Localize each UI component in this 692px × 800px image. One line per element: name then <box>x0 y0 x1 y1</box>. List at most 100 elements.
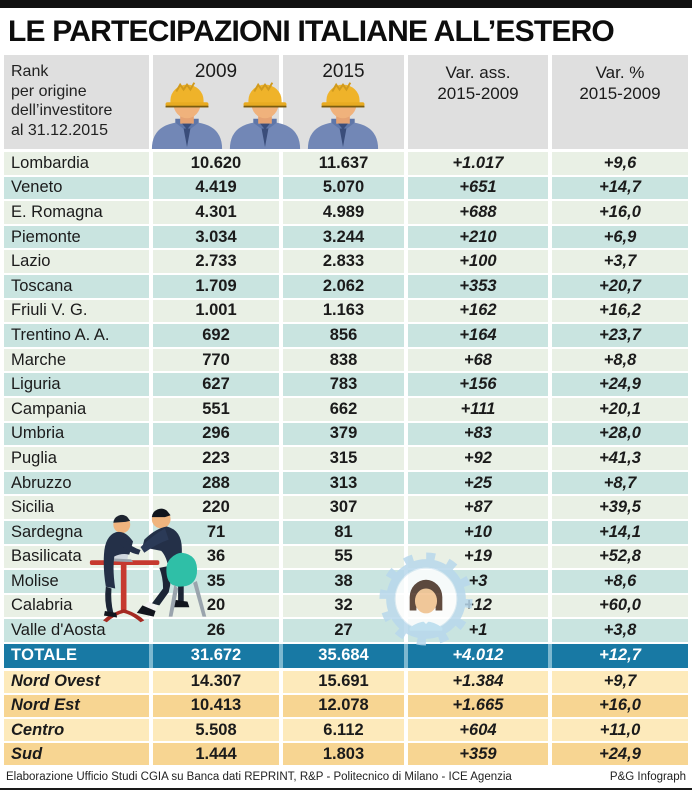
table-row: Piemonte 3.034 3.244 +210 +6,9 <box>4 225 688 249</box>
table-row: Sardegna 71 81 +10 +14,1 <box>4 520 688 544</box>
var-ass: +10 <box>408 520 548 544</box>
macro-row: Centro 5.508 6.112 +604 +11,0 <box>4 719 688 742</box>
table-row: Lazio 2.733 2.833 +100 +3,7 <box>4 250 688 273</box>
table-row: Campania 551 662 +111 +20,1 <box>4 397 688 421</box>
value-2009: 692 <box>153 324 279 347</box>
rank-line: dell’investitore <box>11 102 113 120</box>
var-pct: +16,0 <box>552 201 688 224</box>
source-text: Elaborazione Ufficio Studi CGIA su Banca… <box>6 771 512 784</box>
value-2015: 379 <box>283 422 404 446</box>
table-row: Abruzzo 288 313 +25 +8,7 <box>4 471 688 495</box>
var-ass: +100 <box>408 250 548 273</box>
worker-woman-gear-illustration <box>379 552 473 646</box>
value-2009: 4.419 <box>153 176 279 200</box>
var-ass: +210 <box>408 225 548 249</box>
var-pct: +24,9 <box>552 373 688 396</box>
var-pct: +8,8 <box>552 348 688 372</box>
rank-line: al 31.12.2015 <box>11 121 108 139</box>
value-2015: 55 <box>283 545 404 569</box>
value-2015: 3.244 <box>283 225 404 249</box>
region-name: Umbria <box>4 422 149 446</box>
var-ass: +19 <box>408 545 548 569</box>
var-ass: +156 <box>408 373 548 396</box>
macro-row: Nord Est 10.413 12.078 +1.665 +16,0 <box>4 695 688 717</box>
region-name: Abruzzo <box>4 471 149 495</box>
value-2015: 313 <box>283 471 404 495</box>
rank-header-cell: Rank per origine dell’investitore al 31.… <box>4 55 149 149</box>
value-2009: 10.413 <box>153 695 279 717</box>
value-2009: 220 <box>153 496 279 519</box>
bottom-rule <box>0 788 692 791</box>
var-ass: +162 <box>408 299 548 323</box>
table-row: Trentino A. A. 692 856 +164 +23,7 <box>4 324 688 347</box>
var-ass: +688 <box>408 201 548 224</box>
region-name: Nord Est <box>4 695 149 717</box>
rank-line: Rank <box>11 63 49 80</box>
value-2009: 770 <box>153 348 279 372</box>
value-2015: 2.833 <box>283 250 404 273</box>
region-name: Campania <box>4 397 149 421</box>
var-pct: +28,0 <box>552 422 688 446</box>
var-pct: +3,7 <box>552 250 688 273</box>
header-var-ass-cell: Var. ass. 2015-2009 <box>408 55 548 149</box>
var-ass: +359 <box>408 743 548 766</box>
top-black-bar <box>0 0 692 8</box>
var-pct: +9,6 <box>552 152 688 175</box>
value-2015: 838 <box>283 348 404 372</box>
region-name: Lazio <box>4 250 149 273</box>
region-name: Marche <box>4 348 149 372</box>
value-2015: 2.062 <box>283 274 404 298</box>
var-ass: +25 <box>408 471 548 495</box>
var-pct: +16,0 <box>552 695 688 717</box>
value-2015: 32 <box>283 594 404 618</box>
table-row: Marche 770 838 +68 +8,8 <box>4 348 688 372</box>
table-row: Veneto 4.419 5.070 +651 +14,7 <box>4 176 688 200</box>
var-ass: +604 <box>408 719 548 742</box>
region-name: Piemonte <box>4 225 149 249</box>
var-pct: +3,8 <box>552 619 688 642</box>
region-name: Trentino A. A. <box>4 324 149 347</box>
var-ass: +353 <box>408 274 548 298</box>
page-title: LE PARTECIPAZIONI ITALIANE ALL’ESTERO <box>8 15 615 48</box>
region-name: Friuli V. G. <box>4 299 149 323</box>
macro-row: Nord Ovest 14.307 15.691 +1.384 +9,7 <box>4 670 688 693</box>
macro-row: Sud 1.444 1.803 +359 +24,9 <box>4 743 688 766</box>
var-ass: +92 <box>408 447 548 470</box>
var-ass: +111 <box>408 397 548 421</box>
value-2009: 4.301 <box>153 201 279 224</box>
table-row: Lombardia 10.620 11.637 +1.017 +9,6 <box>4 152 688 175</box>
rank-line: per origine <box>11 82 87 100</box>
value-2009: 296 <box>153 422 279 446</box>
var-ass: +1.665 <box>408 695 548 717</box>
var-pct: +6,9 <box>552 225 688 249</box>
table-body: Lombardia 10.620 11.637 +1.017 +9,6 Veneto 4.4… <box>4 152 688 642</box>
var-pct: +8,6 <box>552 570 688 593</box>
var-ass: +651 <box>408 176 548 200</box>
region-name: Valle d'Aosta <box>4 619 149 642</box>
header-2015-cell: 2015 <box>283 55 404 149</box>
var-pct: +60,0 <box>552 594 688 618</box>
value-2015: 783 <box>283 373 404 396</box>
macro-body: Nord Ovest 14.307 15.691 +1.384 +9,7 Nord Est… <box>4 670 688 766</box>
value-2009: 627 <box>153 373 279 396</box>
table-row: E. Romagna 4.301 4.989 +688 +16,0 <box>4 201 688 224</box>
var-pct: +20,1 <box>552 397 688 421</box>
var-ass: +83 <box>408 422 548 446</box>
var-ass: +1.384 <box>408 670 548 693</box>
var-pct: +41,3 <box>552 447 688 470</box>
value-2015: 15.691 <box>283 670 404 693</box>
table-row: Friuli V. G. 1.001 1.163 +162 +16,2 <box>4 299 688 323</box>
var-pct: +52,8 <box>552 545 688 569</box>
totale-2015: 35.684 <box>283 643 404 668</box>
value-2009: 223 <box>153 447 279 470</box>
totale-label: TOTALE <box>4 643 149 668</box>
totale-var-ass: +4.012 <box>408 643 548 668</box>
value-2009: 288 <box>153 471 279 495</box>
region-name: Centro <box>4 719 149 742</box>
table-row: Umbria 296 379 +83 +28,0 <box>4 422 688 446</box>
value-2009: 551 <box>153 397 279 421</box>
value-2009: 14.307 <box>153 670 279 693</box>
value-2009: 26 <box>153 619 279 642</box>
value-2009: 1.001 <box>153 299 279 323</box>
var-pct: +23,7 <box>552 324 688 347</box>
